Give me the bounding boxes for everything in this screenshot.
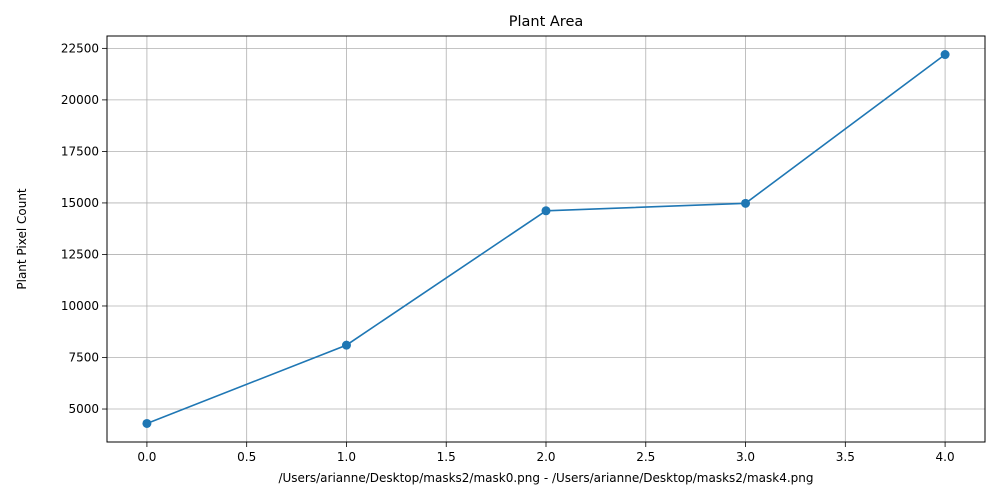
chart-title: Plant Area bbox=[509, 14, 584, 30]
x-tick-label: 2.0 bbox=[536, 450, 555, 464]
x-axis-label: /Users/arianne/Desktop/masks2/mask0.png … bbox=[278, 471, 813, 485]
y-axis: 5000 7500 10000 12500 15000 17500 20000 22500 bbox=[61, 41, 107, 416]
y-axis-label: Plant Pixel Count bbox=[15, 188, 29, 290]
data-point bbox=[341, 340, 351, 350]
x-tick-label: 0.0 bbox=[137, 450, 156, 464]
y-tick-label: 17500 bbox=[61, 144, 99, 158]
data-point bbox=[541, 206, 551, 216]
y-tick-label: 10000 bbox=[61, 299, 99, 313]
x-tick-label: 4.0 bbox=[936, 450, 955, 464]
y-tick-label: 12500 bbox=[61, 247, 99, 261]
x-tick-label: 3.5 bbox=[836, 450, 855, 464]
x-axis: 0.0 0.5 1.0 1.5 2.0 2.5 3.0 3.5 4.0 bbox=[137, 442, 955, 464]
x-tick-label: 3.0 bbox=[736, 450, 755, 464]
grid bbox=[107, 36, 985, 442]
y-tick-label: 7500 bbox=[68, 351, 99, 365]
y-tick-label: 5000 bbox=[68, 402, 99, 416]
data-point bbox=[940, 50, 950, 60]
y-tick-label: 22500 bbox=[61, 41, 99, 55]
y-tick-label: 15000 bbox=[61, 196, 99, 210]
y-tick-label: 20000 bbox=[61, 93, 99, 107]
data-point bbox=[142, 418, 152, 428]
x-tick-label: 1.0 bbox=[337, 450, 356, 464]
x-tick-label: 0.5 bbox=[237, 450, 256, 464]
x-tick-label: 2.5 bbox=[636, 450, 655, 464]
data-point bbox=[741, 198, 751, 208]
x-tick-label: 1.5 bbox=[437, 450, 456, 464]
series-layer bbox=[142, 50, 950, 428]
